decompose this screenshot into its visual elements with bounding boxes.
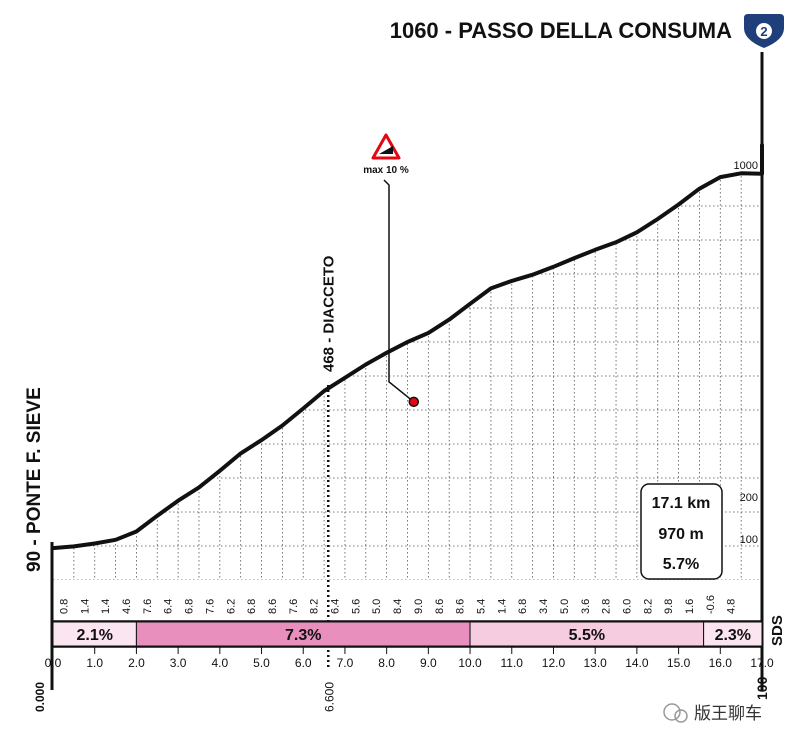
max-gradient-leader — [383, 179, 415, 403]
max-gradient-marker: max 10 % — [363, 133, 420, 408]
grade-band-label: 2.1% — [76, 627, 112, 644]
brand-logo: SDS — [769, 615, 786, 646]
segment-grade-label: 1.4 — [496, 599, 508, 614]
summary-distance: 17.1 km — [652, 495, 711, 512]
segment-grade-label: 5.4 — [475, 599, 487, 614]
start-label: 90 - PONTE F. SIEVE — [24, 387, 45, 572]
x-tick-label: 5.0 — [253, 656, 270, 670]
segment-grade-row: 0.8 1.4 1.4 4.6 7.6 6.4 6.8 7.6 6.2 6.8 8.6 7.6 8.2 6… — [58, 595, 737, 614]
end-km-label: 100 — [754, 676, 770, 700]
grade-band — [135, 621, 471, 647]
segment-grade-label: 6.4 — [163, 599, 175, 614]
segment-grade-label: 0.8 — [58, 599, 70, 614]
chart-title: 1060 - PASSO DELLA CONSUMA — [390, 18, 732, 43]
wechat-icon — [663, 703, 681, 721]
segment-grade-label: 9.8 — [663, 599, 675, 614]
grade-band — [703, 621, 763, 647]
segment-grade-label: 8.2 — [642, 599, 654, 614]
wechat-icon-bubble — [674, 709, 688, 723]
y-tick-label: 200 — [740, 492, 758, 504]
segment-grade-label: 7.6 — [204, 599, 216, 614]
segment-grade-label: 4.8 — [726, 599, 738, 614]
segment-grade-label: 6.8 — [184, 599, 196, 614]
grade-band-label: 7.3% — [285, 627, 321, 644]
waypoint-km-label: 6.600 — [322, 682, 336, 712]
segment-grade-label: 8.6 — [455, 599, 467, 614]
segment-grade-label: -0.6 — [705, 595, 717, 614]
profile-line — [51, 143, 764, 551]
y-axis-ticks: 100 200 1000 — [734, 160, 758, 546]
segment-grade-label: 4.6 — [121, 599, 133, 614]
slope-glyph-icon — [379, 146, 393, 154]
summary-box: 17.1 km 970 m 5.7% — [640, 483, 723, 580]
x-tick-label: 6.0 — [295, 656, 312, 670]
segment-grade-label: 5.6 — [350, 599, 362, 614]
segment-grade-label: 1.4 — [100, 599, 112, 614]
x-tick-label: 2.0 — [128, 656, 145, 670]
segment-grade-label: 8.2 — [309, 599, 321, 614]
segment-grade-label: 1.4 — [79, 599, 91, 614]
summary-gain: 970 m — [658, 526, 703, 543]
x-axis-ticks: 0.0 1.0 2.0 3.0 4.0 5.0 6.0 7.0 8.0 9.0 10.0 11.0 12… — [45, 647, 774, 670]
grade-band-label: 5.5% — [569, 627, 605, 644]
watermark: 版王聊车 — [663, 703, 762, 723]
x-tick-label: 11.0 — [501, 656, 524, 670]
summit-badge-number: 2 — [760, 24, 767, 39]
grade-band-label: 2.3% — [715, 627, 751, 644]
badge-inner-circle — [756, 23, 772, 39]
segment-grade-label: 2.8 — [601, 599, 613, 614]
segment-grade-label: 8.6 — [267, 599, 279, 614]
summary-box-frame — [640, 483, 723, 580]
segment-grade-label: 5.0 — [559, 599, 571, 614]
x-tick-label: 12.0 — [542, 656, 566, 670]
x-tick-label: 15.0 — [667, 656, 691, 670]
segment-grade-label: 5.0 — [371, 599, 383, 614]
max-gradient-point — [408, 396, 420, 408]
segment-grade-label: 6.8 — [517, 599, 529, 614]
watermark-text: 版王聊车 — [694, 704, 762, 723]
segment-grade-label: 6.2 — [225, 599, 237, 614]
x-tick-label: 13.0 — [583, 656, 607, 670]
segment-grade-label: 8.4 — [392, 599, 404, 614]
waypoint-label: 468 - DIACCETO — [320, 255, 337, 372]
segment-grade-label: 7.6 — [288, 599, 300, 614]
segment-grade-label: 3.4 — [538, 599, 550, 614]
x-tick-label: 7.0 — [337, 656, 354, 670]
segment-grade-label: 3.6 — [580, 599, 592, 614]
x-tick-label: 3.0 — [170, 656, 187, 670]
x-tick-label: 16.0 — [709, 656, 733, 670]
x-tick-label: 9.0 — [420, 656, 437, 670]
segment-grade-label: 6.8 — [246, 599, 258, 614]
x-tick-label: 10.0 — [458, 656, 482, 670]
segment-grade-label: 6.4 — [330, 599, 342, 614]
y-tick-label: 100 — [740, 534, 758, 546]
segment-grade-label: 9.0 — [413, 599, 425, 614]
summit-badge: 2 — [744, 14, 784, 48]
x-tick-label: 0.0 — [45, 656, 62, 670]
warning-triangle-icon — [371, 133, 401, 160]
segment-grade-label: 7.6 — [142, 599, 154, 614]
x-tick-label: 14.0 — [625, 656, 649, 670]
max-gradient-label: max 10 % — [363, 165, 409, 176]
segment-grade-label: 8.6 — [434, 599, 446, 614]
segment-grade-label: 1.6 — [684, 599, 696, 614]
profile-area — [53, 145, 762, 580]
summary-grade: 5.7% — [663, 556, 699, 573]
grade-bands: 2.1% 7.3% 5.5% 2.3% — [52, 620, 763, 648]
y-tick-label: 1000 — [734, 160, 758, 172]
segment-grade-label: 6.0 — [621, 599, 633, 614]
x-tick-label: 17.0 — [750, 656, 774, 670]
x-tick-label: 8.0 — [378, 656, 395, 670]
grade-band — [52, 621, 137, 647]
start-km-label: 0.000 — [33, 682, 47, 712]
x-tick-label: 1.0 — [86, 656, 103, 670]
x-tick-label: 4.0 — [211, 656, 228, 670]
